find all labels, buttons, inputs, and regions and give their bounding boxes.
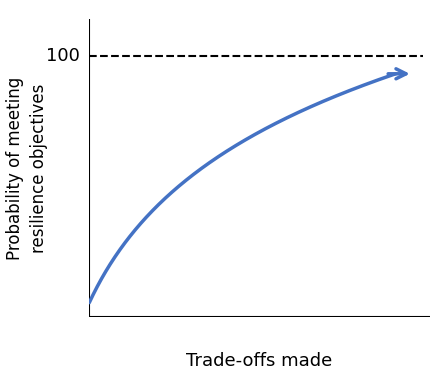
Text: 100: 100 (46, 47, 80, 66)
Text: Probability of meeting
resilience objectives: Probability of meeting resilience object… (6, 76, 48, 259)
Text: Trade-offs made: Trade-offs made (186, 352, 332, 370)
